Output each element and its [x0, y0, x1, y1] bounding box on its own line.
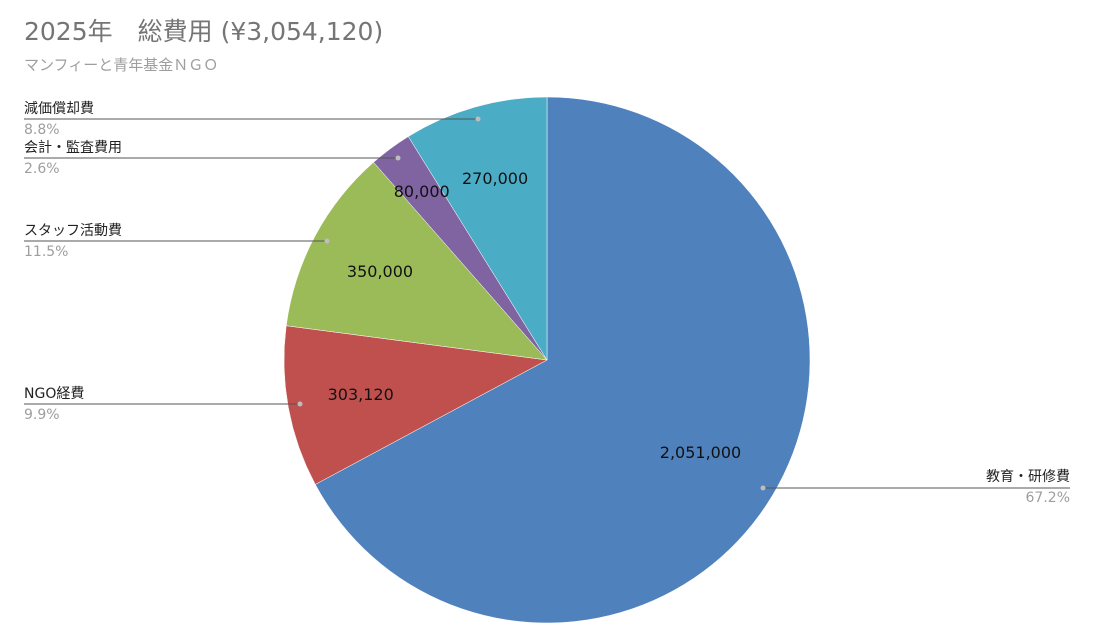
slice-value-label: 350,000: [347, 262, 413, 281]
legend-name-label: NGO経費: [24, 386, 84, 402]
slice-value-label: 2,051,000: [660, 443, 741, 462]
slice-value-label: 270,000: [462, 169, 528, 188]
slice-value-label: 303,120: [328, 385, 394, 404]
slice-value-label: 80,000: [394, 182, 450, 201]
legend-name-label: 減価償却費: [24, 100, 94, 117]
pie-slice: [314, 96, 811, 624]
legend-percent-label: 8.8%: [24, 122, 60, 138]
legend-percent-label: 11.5%: [24, 244, 68, 260]
legend-leader-lines: [24, 116, 1070, 491]
pie-slice: [407, 96, 548, 361]
legend-percent-label: 9.9%: [24, 407, 60, 423]
leader-dot: [760, 485, 766, 491]
slice-value-labels: 2,051,000 303,120 350,000 80,000 270,000: [328, 169, 742, 462]
leader-dot: [395, 155, 401, 161]
leader-dot: [475, 116, 481, 122]
leader-dot: [324, 238, 330, 244]
legend-name-label: スタッフ活動費: [24, 223, 122, 239]
legend-labels: 教育・研修費 67.2% NGO経費 9.9% スタッフ活動費 11.5% 会計・監査費用 2…: [24, 100, 1070, 506]
pie-slice: [285, 161, 548, 361]
legend-name-label: 会計・監査費用: [24, 139, 122, 156]
leader-dot: [297, 401, 303, 407]
pie-slice: [283, 325, 548, 485]
pie-slices: [283, 96, 811, 624]
legend-name-label: 教育・研修費: [986, 469, 1070, 485]
legend-percent-label: 2.6%: [24, 161, 60, 177]
chart-subtitle: マンフィーと青年基金ＮＧＯ: [24, 56, 219, 74]
chart-title: 2025年 総費用 (¥3,054,120): [24, 17, 384, 46]
legend-percent-label: 67.2%: [1026, 490, 1070, 506]
